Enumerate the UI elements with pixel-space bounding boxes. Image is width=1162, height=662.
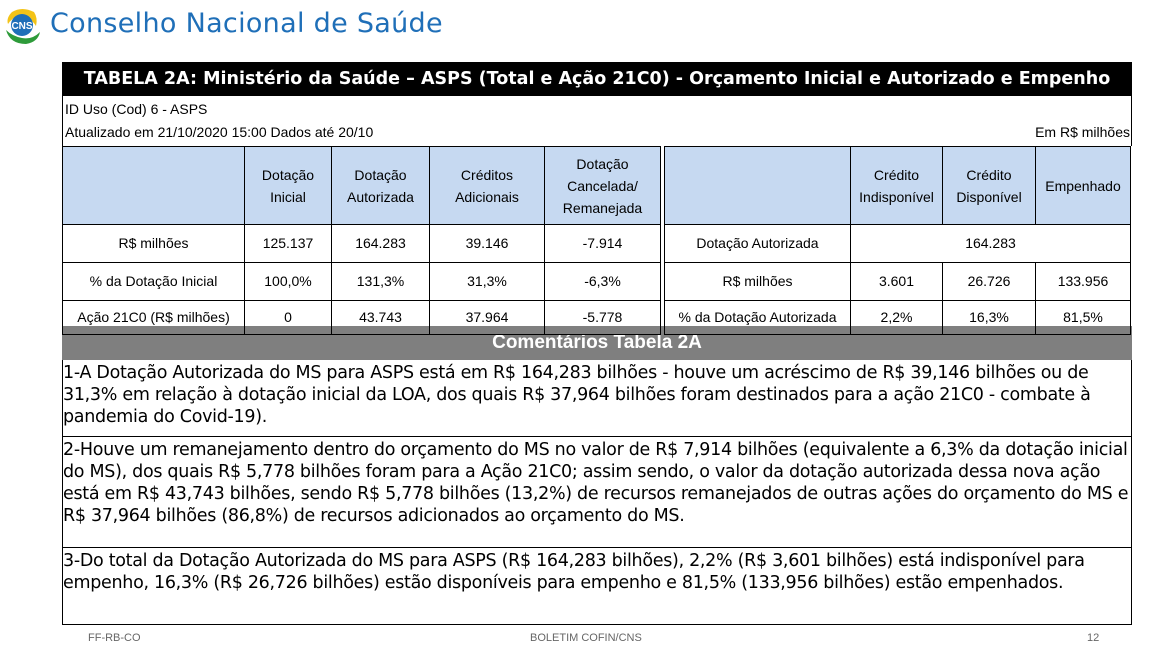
unit-label: Em R$ milhões xyxy=(1035,124,1130,140)
cell-value: 81,5% xyxy=(1035,300,1131,335)
header-dotacao-inicial: Dotação Inicial xyxy=(244,146,332,225)
page-number: 12 xyxy=(1087,632,1100,644)
cell-value: 164.283 xyxy=(331,224,430,263)
header-credito-disponivel: Crédito Disponível xyxy=(942,146,1036,225)
brand-title: Conselho Nacional de Saúde xyxy=(50,8,443,39)
updated-label: Atualizado em 21/10/2020 15:00 Dados até… xyxy=(65,124,374,140)
cell-value: 125.137 xyxy=(244,224,332,263)
meta-block: ID Uso (Cod) 6 - ASPS Atualizado em 21/1… xyxy=(62,96,1132,146)
budget-table: Dotação Inicial Dotação Autorizada Crédi… xyxy=(62,146,661,335)
header-empenhado: Empenhado xyxy=(1035,146,1131,225)
id-uso-label: ID Uso (Cod) 6 - ASPS xyxy=(65,101,208,117)
row-label: R$ milhões xyxy=(664,262,851,301)
cell-value: 133.956 xyxy=(1035,262,1131,301)
cell-value: 31,3% xyxy=(429,262,545,301)
table-row: Dotação Autorizada 164.283 xyxy=(664,224,1131,263)
table-title: TABELA 2A: Ministério da Saúde – ASPS (T… xyxy=(62,62,1132,96)
footer-left: FF-RB-CO xyxy=(88,632,141,644)
comment-3: 3-Do total da Dotação Autorizada do MS p… xyxy=(62,548,1132,625)
row-label: % da Dotação Inicial xyxy=(62,262,245,301)
cell-value: 100,0% xyxy=(244,262,332,301)
cell-value: 2,2% xyxy=(850,300,943,335)
commitment-header-row: Crédito Indisponível Crédito Disponível … xyxy=(664,146,1131,225)
row-label: Ação 21C0 (R$ milhões) xyxy=(62,300,245,335)
cell-value: 0 xyxy=(244,300,332,335)
cell-value: 164.283 xyxy=(850,224,1131,263)
header-creditos-adicionais: Créditos Adicionais xyxy=(429,146,545,225)
header-empty xyxy=(62,146,245,225)
footer-center: BOLETIM COFIN/CNS xyxy=(530,632,642,644)
header-credito-indisponivel: Crédito Indisponível xyxy=(850,146,943,225)
header-dotacao-autorizada: Dotação Autorizada xyxy=(331,146,430,225)
cell-value: 39.146 xyxy=(429,224,545,263)
cell-value: 3.601 xyxy=(850,262,943,301)
table-sheet: TABELA 2A: Ministério da Saúde – ASPS (T… xyxy=(62,62,1132,625)
table-row: % da Dotação Autorizada 2,2% 16,3% 81,5% xyxy=(664,300,1131,335)
cell-value: 16,3% xyxy=(942,300,1036,335)
comment-2: 2-Houve um remanejamento dentro do orçam… xyxy=(62,437,1132,548)
budget-header-row: Dotação Inicial Dotação Autorizada Crédi… xyxy=(62,146,661,225)
cell-value: 131,3% xyxy=(331,262,430,301)
tables-area: Dotação Inicial Dotação Autorizada Crédi… xyxy=(62,146,1132,335)
row-label: R$ milhões xyxy=(62,224,245,263)
row-label: Dotação Autorizada xyxy=(664,224,851,263)
header-empty xyxy=(664,146,851,225)
cell-value: -5.778 xyxy=(544,300,661,335)
logo-text: CNS xyxy=(11,21,32,32)
table-row: R$ milhões 3.601 26.726 133.956 xyxy=(664,262,1131,301)
comment-1: 1-A Dotação Autorizada do MS para ASPS e… xyxy=(62,360,1132,437)
table-row: R$ milhões 125.137 164.283 39.146 -7.914 xyxy=(62,224,661,263)
header-dotacao-cancelada: Dotação Cancelada/ Remanejada xyxy=(544,146,661,225)
cns-logo-icon: CNS xyxy=(6,9,40,44)
row-label: % da Dotação Autorizada xyxy=(664,300,851,335)
table-row: Ação 21C0 (R$ milhões) 0 43.743 37.964 -… xyxy=(62,300,661,335)
cell-value: 37.964 xyxy=(429,300,545,335)
cell-value: 26.726 xyxy=(942,262,1036,301)
table-row: % da Dotação Inicial 100,0% 131,3% 31,3%… xyxy=(62,262,661,301)
cell-value: 43.743 xyxy=(331,300,430,335)
commitment-table: Crédito Indisponível Crédito Disponível … xyxy=(664,146,1131,335)
cell-value: -6,3% xyxy=(544,262,661,301)
cell-value: -7.914 xyxy=(544,224,661,263)
